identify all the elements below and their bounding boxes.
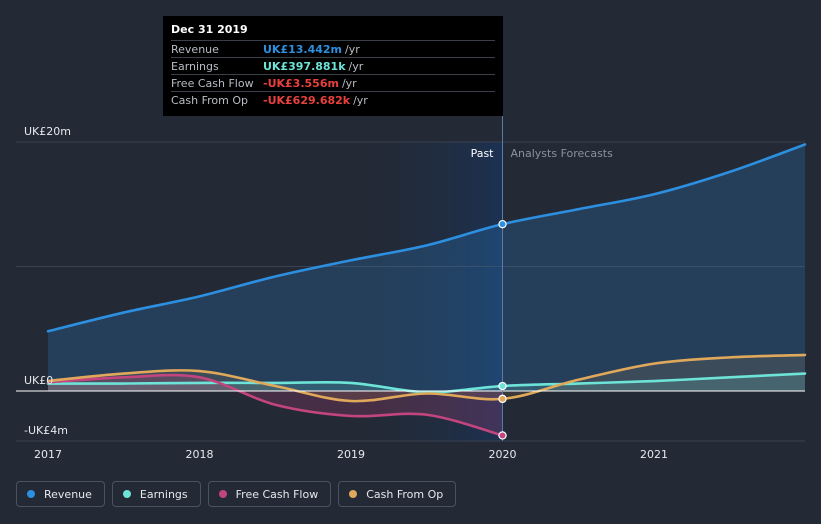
tooltip-label: Free Cash Flow [171,76,254,90]
tooltip-value: -UK£3.556m [263,76,339,90]
legend-item-cash-from-op[interactable]: Cash From Op [338,481,457,507]
earnings-marker [498,381,507,391]
tooltip-label: Cash From Op [171,93,249,107]
legend-item-earnings[interactable]: Earnings [111,481,201,507]
tooltip-label: Earnings [171,59,219,73]
grid-lines [16,141,805,442]
tooltip-label: Revenue [171,42,219,56]
hover-markers [498,219,507,440]
tooltip-row-cash-from-op: Cash From Op -UK£629.682k /yr [171,91,495,108]
tooltip: Dec 31 2019 Revenue UK£13.442m /yr Earni… [163,16,503,116]
revenue-line [46,143,807,333]
tooltip-date: Dec 31 2019 [171,23,248,36]
earnings-dot-icon [122,490,131,498]
tooltip-row-revenue: Revenue UK£13.442m /yr [171,40,495,57]
revenue-marker [498,219,507,229]
free-cash-flow-line [46,373,504,437]
free-cash-flow-area [48,375,503,436]
tooltip-unit: /yr [341,76,357,90]
x-axis-labels: 2017 2018 2019 2020 2021 [34,448,668,461]
tooltip-value: -UK£629.682k [263,93,351,107]
legend-label: Cash From Op [366,487,444,501]
series-lines [46,143,807,437]
x-tick-label: 2020 [489,448,517,461]
legend-label: Revenue [44,487,92,501]
legend-item-free-cash-flow[interactable]: Free Cash Flow [207,481,332,507]
past-label: Past [471,147,495,160]
revenue-area [48,144,805,391]
free-cash-flow-marker [498,431,507,440]
y-axis-labels: UK£20m UK£0 -UK£4m [24,125,71,437]
cash-from-op-line [46,353,807,403]
x-tick-label: 2018 [186,448,214,461]
forecast-label: Analysts Forecasts [511,147,614,160]
y-tick-label: UK£20m [24,125,71,138]
y-tick-label: -UK£4m [24,424,68,437]
legend-label: Free Cash Flow [235,487,319,501]
legend: Revenue Earnings Free Cash Flow Cash Fro… [16,481,457,507]
tooltip-row-earnings: Earnings UK£397.881k /yr [171,57,495,74]
tooltip-unit: /yr [345,42,360,56]
x-tick-label: 2017 [34,448,62,461]
tooltip-value: UK£13.442m [263,42,343,56]
free-cash-flow-dot-icon [218,490,227,498]
y-tick-label: UK£0 [24,374,53,387]
tooltip-unit: /yr [348,59,364,73]
tooltip-row-free-cash-flow: Free Cash Flow -UK£3.556m /yr [171,74,495,91]
revenue-dot-icon [27,490,35,498]
x-tick-label: 2021 [640,448,668,461]
tooltip-value: UK£397.881k [263,59,346,73]
tooltip-unit: /yr [353,93,368,107]
cash-from-op-dot-icon [349,490,358,498]
legend-item-revenue[interactable]: Revenue [16,481,105,507]
legend-label: Earnings [139,487,188,501]
x-tick-label: 2019 [337,448,365,461]
earnings-area [48,373,805,393]
cash-from-op-marker [498,394,507,404]
